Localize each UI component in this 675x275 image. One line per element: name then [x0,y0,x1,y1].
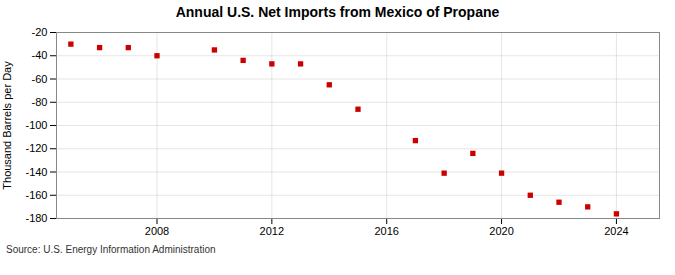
svg-text:-80: -80 [32,96,48,108]
html-text:Source: U.S. Energy Informatio: Source: U.S. Energy Information Administ… [6,244,216,255]
svg-text:-20: -20 [32,26,48,38]
svg-text:Thousand Barrels per Day: Thousand Barrels per Day [1,61,13,190]
svg-text:2012: 2012 [260,225,284,237]
svg-text:-40: -40 [32,49,48,61]
svg-text:2016: 2016 [374,225,398,237]
svg-text:-120: -120 [25,142,47,154]
svg-text:2008: 2008 [145,225,169,237]
svg-text:-180: -180 [25,212,47,224]
svg-text:-60: -60 [32,73,48,85]
svg-text:-100: -100 [25,119,47,131]
svg-text:-160: -160 [25,189,47,201]
svg-text:2020: 2020 [489,225,513,237]
html-text:Annual U.S. Net Imports from M: Annual U.S. Net Imports from Mexico of P… [175,4,500,20]
svg-text:2024: 2024 [604,225,628,237]
svg-text:-140: -140 [25,166,47,178]
